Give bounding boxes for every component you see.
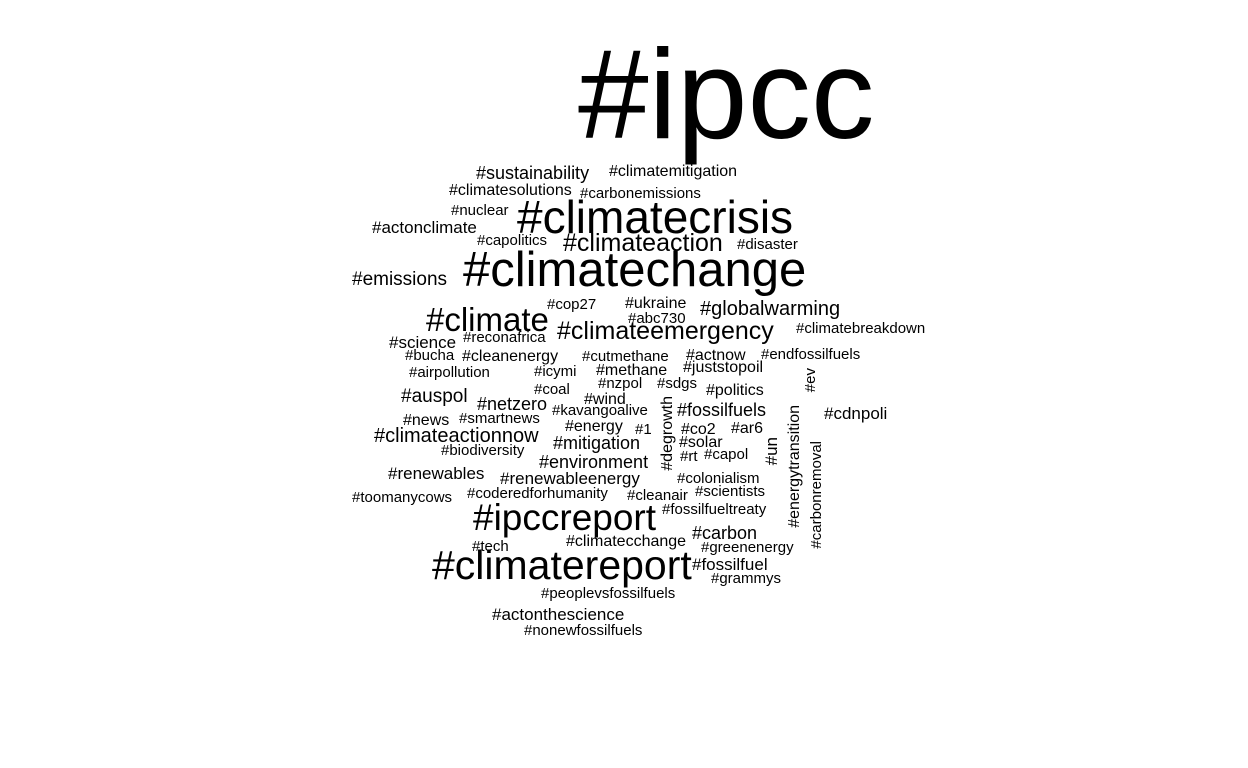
word-cdnpoli: #cdnpoli — [824, 404, 888, 423]
word-un: #un — [762, 437, 781, 466]
word-climateactionnow: #climateactionnow — [374, 425, 539, 447]
word-sdgs: #sdgs — [657, 375, 698, 392]
word-mitigation: #mitigation — [553, 433, 641, 453]
word-biodiversity: #biodiversity — [441, 442, 525, 459]
word-carbonemissions: #carbonemissions — [580, 185, 701, 202]
word-climateaction: #climateaction — [563, 229, 723, 257]
word-climatechange: #climatechange — [463, 243, 807, 297]
word-juststopoil: #juststopoil — [683, 359, 764, 376]
word-colonialism: #colonialism — [677, 470, 760, 487]
word-emissions: #emissions — [352, 269, 448, 290]
word-peoplevsfossilfuels: #peoplevsfossilfuels — [541, 585, 676, 602]
word-coderedforhumanity: #coderedforhumanity — [467, 485, 608, 502]
word-ev: #ev — [802, 368, 819, 393]
word-fossilfuel: #fossilfuel — [692, 555, 768, 574]
word-politics: #politics — [706, 382, 764, 399]
word-rt: #rt — [680, 448, 698, 465]
word-environment: #environment — [539, 452, 649, 472]
word-wind: #wind — [584, 391, 626, 408]
word-climate: #climate — [426, 301, 549, 338]
word-nzpol: #nzpol — [598, 375, 643, 392]
word-climatebreakdown: #climatebreakdown — [796, 320, 926, 337]
word-icymi: #icymi — [534, 363, 577, 380]
word-science: #science — [389, 333, 457, 352]
word-renewables: #renewables — [388, 464, 485, 483]
word-reconafrica: #reconafrica — [463, 329, 546, 346]
word-fossilfueltreaty: #fossilfueltreaty — [662, 501, 767, 518]
word-capol: #capol — [704, 446, 749, 463]
word-abc730: #abc730 — [628, 310, 686, 327]
word-smartnews: #smartnews — [459, 410, 540, 427]
word-climateemergency: #climateemergency — [557, 317, 774, 345]
word-energy: #energy — [565, 418, 623, 435]
word-grammys: #grammys — [711, 570, 782, 587]
word-renewableenergy: #renewableenergy — [500, 469, 640, 488]
word-methane: #methane — [596, 362, 668, 379]
word-degrowth: #degrowth — [659, 396, 676, 471]
word-cleanenergy: #cleanenergy — [462, 348, 559, 365]
word-climatesolutions: #climatesolutions — [449, 182, 572, 199]
word-nonewfossilfuels: #nonewfossilfuels — [524, 622, 643, 639]
word-globalwarming: #globalwarming — [700, 298, 841, 320]
word-ar6: #ar6 — [731, 420, 764, 437]
word-greenenergy: #greenenergy — [701, 539, 794, 556]
word-ipcc: #ipcc — [578, 23, 875, 165]
word-cleanair: #cleanair — [627, 487, 688, 504]
word-climatecchange: #climatecchange — [566, 533, 687, 550]
word-sustainability: #sustainability — [476, 163, 590, 183]
word-news: #news — [403, 412, 450, 429]
word-energytransition: #energytransition — [786, 405, 803, 528]
word-bucha: #bucha — [405, 347, 455, 364]
word-coal: #coal — [534, 381, 570, 398]
word-netzero: #netzero — [477, 394, 548, 414]
word-auspol: #auspol — [401, 386, 468, 407]
word-capolitics: #capolitics — [477, 232, 548, 249]
word-cutmethane: #cutmethane — [582, 348, 669, 365]
word-co2: #co2 — [681, 421, 716, 438]
word-endfossilfuels: #endfossilfuels — [761, 346, 861, 363]
word-climatereport: #climatereport — [432, 542, 692, 588]
word-tech: #tech — [472, 538, 509, 555]
word-carbon: #carbon — [692, 523, 758, 543]
word-actonclimate: #actonclimate — [372, 218, 477, 237]
word-1: #1 — [635, 421, 652, 438]
word-kavangoalive: #kavangoalive — [552, 402, 648, 419]
word-cop27: #cop27 — [547, 296, 597, 313]
word-nuclear: #nuclear — [451, 202, 509, 219]
word-airpollution: #airpollution — [409, 364, 490, 381]
word-scientists: #scientists — [695, 483, 766, 500]
word-ukraine: #ukraine — [625, 295, 687, 312]
word-actonthescience: #actonthescience — [492, 605, 625, 624]
word-disaster: #disaster — [737, 236, 798, 253]
word-actnow: #actnow — [686, 347, 746, 364]
word-toomanycows: #toomanycows — [352, 489, 453, 506]
word-carbonremoval: #carbonremoval — [808, 441, 825, 549]
word-climatecrisis: #climatecrisis — [517, 191, 794, 243]
word-ipccreport: #ipccreport — [473, 497, 657, 538]
word-climatemitigation: #climatemitigation — [609, 163, 738, 180]
word-solar: #solar — [679, 434, 723, 451]
word-fossilfuels: #fossilfuels — [677, 400, 767, 420]
